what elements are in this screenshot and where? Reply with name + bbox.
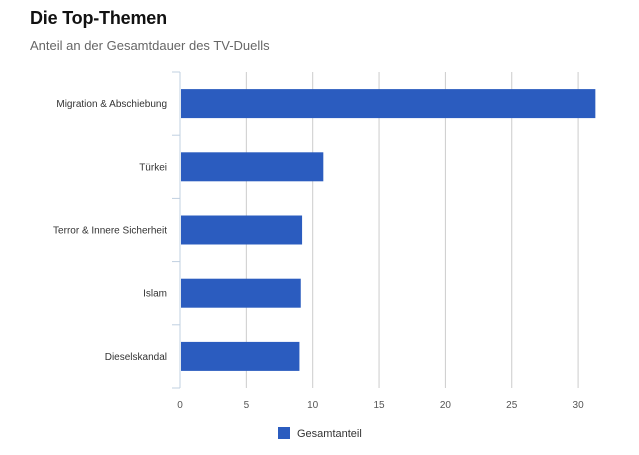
x-tick-label: 20 (440, 400, 452, 411)
bar-4[interactable] (181, 341, 300, 371)
category-label: Islam (143, 289, 167, 300)
legend[interactable]: Gesamtanteil (278, 427, 362, 440)
category-labels: Migration & Abschiebung Türkei Terror & In… (53, 99, 167, 363)
x-tick-label: 0 (177, 400, 183, 411)
axes (172, 71, 181, 389)
bar-0[interactable] (181, 89, 596, 119)
x-tick-label: 25 (506, 400, 518, 411)
chart-subtitle: Anteil an der Gesamtdauer des TV-Duells (30, 38, 270, 53)
x-tick-label: 30 (573, 400, 585, 411)
x-tick-label: 5 (244, 400, 250, 411)
tick-labels: 0 5 10 15 20 25 30 (177, 400, 584, 411)
category-label: Dieselskandal (105, 352, 167, 363)
legend-label: Gesamtanteil (297, 428, 362, 440)
x-tick-label: 15 (373, 400, 385, 411)
category-label: Migration & Abschiebung (56, 99, 167, 110)
category-label: Terror & Innere Sicherheit (53, 226, 167, 237)
bar-2[interactable] (181, 215, 303, 245)
bar-3[interactable] (181, 278, 301, 308)
category-label: Türkei (139, 162, 167, 173)
chart-title: Die Top-Themen (30, 8, 167, 28)
legend-swatch (278, 427, 290, 439)
x-tick-label: 10 (307, 400, 319, 411)
bars (181, 89, 596, 371)
bar-1[interactable] (181, 152, 324, 182)
